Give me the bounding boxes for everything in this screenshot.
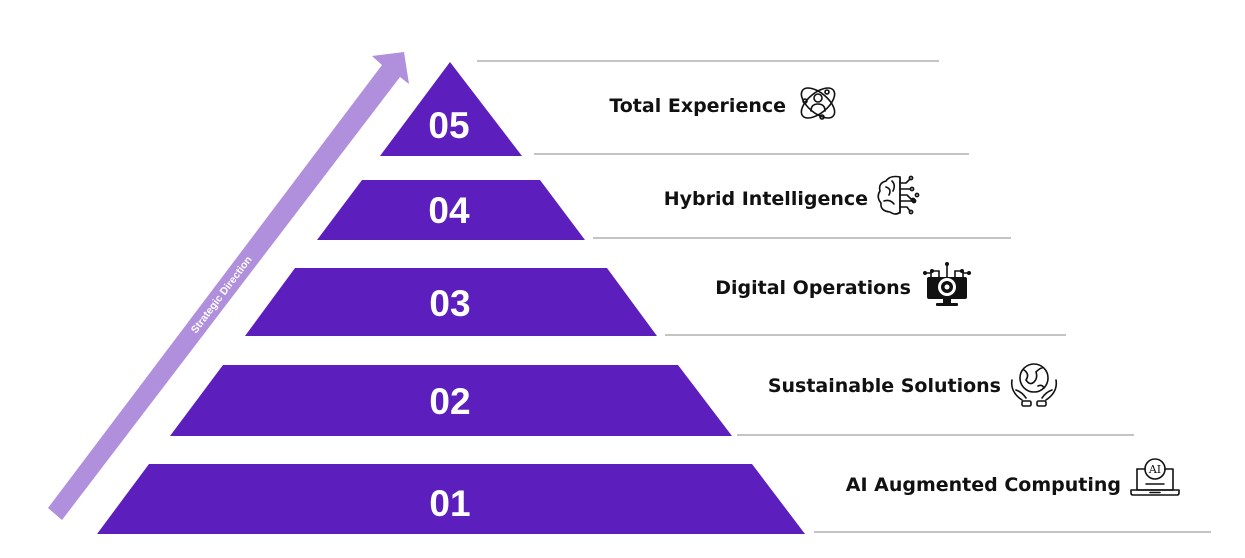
level-label: Total Experience xyxy=(609,95,786,117)
arrow-up-right-icon xyxy=(48,52,409,520)
pyramid-level-05 xyxy=(380,62,522,156)
level-number: 05 xyxy=(428,105,469,146)
level-label: AI Augmented Computing xyxy=(846,474,1121,496)
level-number: 01 xyxy=(429,483,470,524)
level-label: Hybrid Intelligence xyxy=(664,188,868,210)
pyramid-level-02 xyxy=(170,365,732,436)
pyramid-level-04 xyxy=(317,180,585,240)
person-orbit-icon xyxy=(800,87,836,120)
globe-hands-icon xyxy=(1010,363,1058,407)
pyramid-level-01 xyxy=(97,464,805,534)
level-label: Sustainable Solutions xyxy=(768,375,1001,397)
svg-text:AI: AI xyxy=(1148,463,1161,476)
pyramid-level-03 xyxy=(245,268,657,336)
brain-circuit-icon xyxy=(877,175,920,215)
level-number: 04 xyxy=(428,190,470,231)
level-label: Digital Operations xyxy=(715,277,911,299)
ai-laptop-icon: AI xyxy=(1130,458,1180,496)
monitor-gear-icon xyxy=(923,262,971,306)
divider-lines xyxy=(477,60,1211,533)
level-number: 02 xyxy=(429,381,470,422)
level-number: 03 xyxy=(429,283,470,324)
arrow-label: Strategic Direction xyxy=(189,254,255,336)
